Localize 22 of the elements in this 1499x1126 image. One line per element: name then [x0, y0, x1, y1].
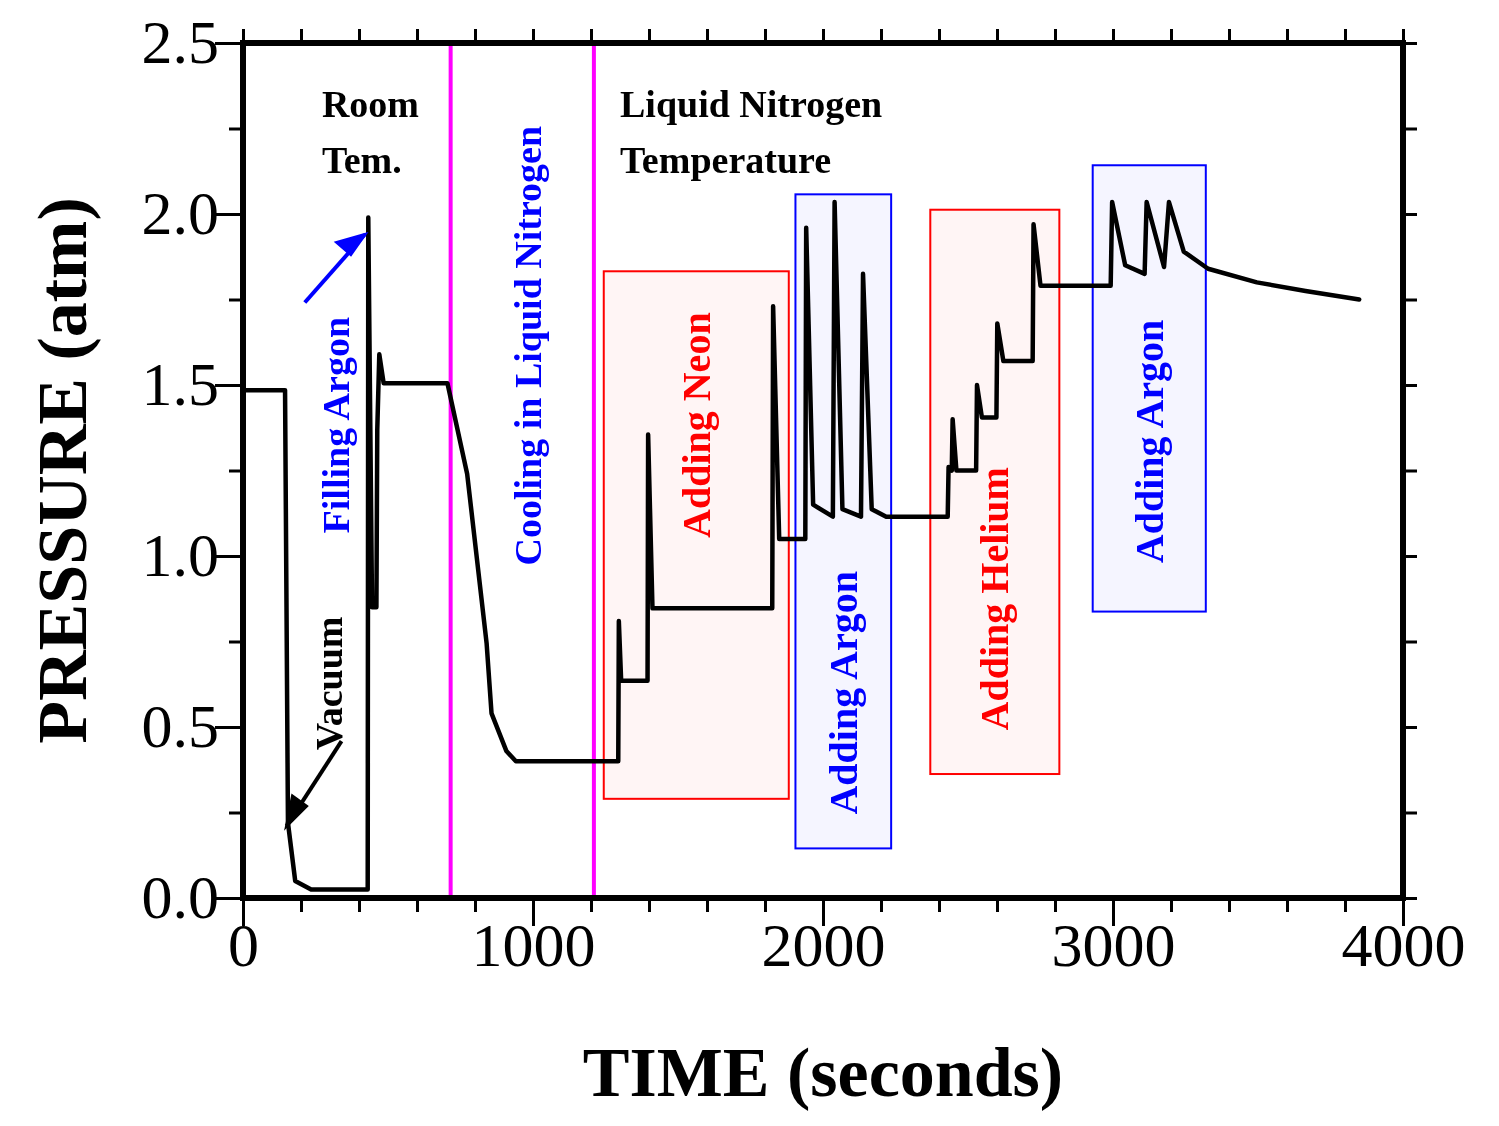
y-tick-label: 2.0: [141, 179, 219, 248]
y-tick-label: 1.5: [141, 350, 219, 419]
annotation: Cooling in Liquid Nitrogen: [507, 125, 550, 566]
y-tick-label: 2.5: [141, 8, 219, 77]
y-tick-label: 0.5: [141, 692, 219, 761]
annotation: Filling Argon: [314, 316, 357, 534]
y-axis-title: PRESSURE (atm): [24, 197, 101, 744]
x-tick-label: 4000: [1341, 911, 1466, 980]
x-tick-label: 1000: [471, 911, 596, 980]
band-label: Adding Argon: [1126, 319, 1172, 564]
y-tick-label: 1.0: [141, 521, 219, 590]
annotation: Room Tem.: [321, 83, 419, 182]
annotation: Liquid Nitrogen Temperature: [620, 83, 883, 182]
x-tick-label: 0: [228, 911, 259, 980]
band-label: Adding Helium: [972, 467, 1018, 731]
band-label: Adding Argon: [820, 571, 866, 815]
band-label: Adding Neon: [673, 312, 719, 538]
annotation: Vacuum: [307, 616, 350, 751]
x-tick-label: 3000: [1051, 911, 1176, 980]
x-tick-label: 2000: [761, 911, 886, 980]
x-axis-title: TIME (seconds): [582, 1034, 1064, 1111]
y-tick-label: 0.0: [141, 863, 219, 932]
